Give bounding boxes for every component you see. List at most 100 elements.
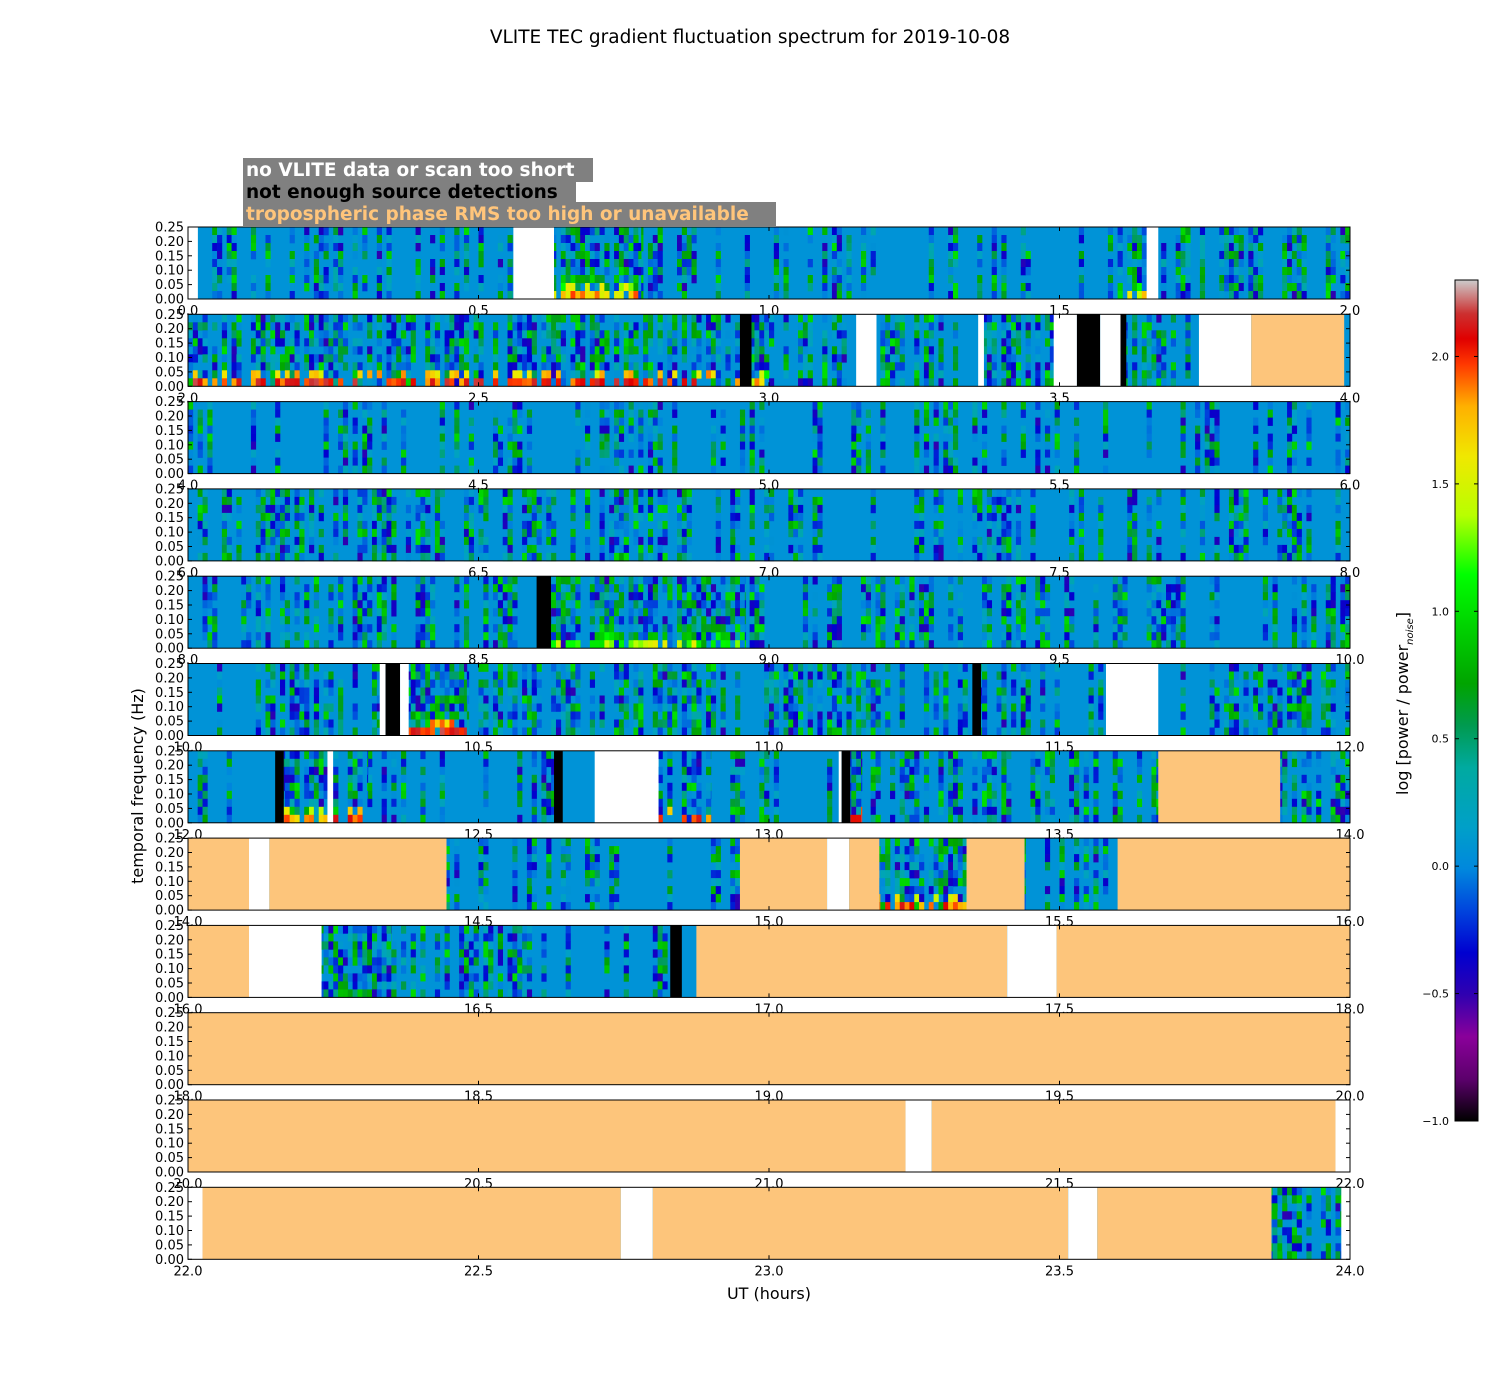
spectrum-cell	[531, 322, 537, 331]
spectrum-cell	[1233, 275, 1239, 284]
spectrum-cell	[207, 425, 213, 434]
spectrum-cell	[948, 592, 954, 601]
spectrum-cell	[749, 433, 755, 442]
spectrum-cell	[408, 671, 412, 680]
spectrum-cell	[401, 370, 407, 379]
spectrum-cell	[454, 441, 460, 450]
spectrum-cell	[633, 496, 639, 506]
spectrum-cell	[430, 663, 436, 672]
spectrum-cell	[386, 488, 392, 498]
spectrum-cell	[730, 632, 736, 641]
spectrum-cell	[236, 544, 242, 554]
spectrum-cell	[1175, 235, 1181, 244]
spectrum-cell	[376, 496, 382, 506]
spectrum-cell	[962, 719, 968, 728]
spectrum-cell	[914, 314, 920, 323]
spectrum-cell	[923, 592, 930, 601]
spectrum-cell	[463, 259, 470, 268]
spectrum-cell	[1151, 600, 1157, 609]
spectrum-cell	[560, 592, 566, 601]
spectrum-cell	[352, 465, 358, 474]
spectrum-cell	[672, 401, 678, 410]
spectrum-cell	[1001, 536, 1007, 546]
spectrum-cell	[851, 401, 857, 410]
spectrum-cell	[401, 322, 407, 331]
spectrum-cell	[798, 330, 804, 339]
spectrum-cell	[352, 267, 358, 276]
spectrum-cell	[478, 544, 484, 554]
spectrum-cell	[585, 504, 591, 514]
spectrum-cell	[817, 449, 823, 458]
spectrum-cell	[580, 378, 586, 387]
spectrum-cell	[1345, 632, 1351, 641]
spectrum-cell	[706, 663, 712, 672]
spectrum-cell	[1136, 251, 1143, 260]
spectrum-cell	[507, 576, 513, 585]
spectrum-cell	[807, 275, 813, 284]
spectrum-cell	[1330, 576, 1336, 585]
spectrum-cell	[802, 370, 809, 379]
spectrum-cell	[328, 663, 334, 672]
spectrum-cell	[618, 433, 625, 442]
spectrum-cell	[996, 528, 1002, 538]
spectrum-cell	[986, 608, 993, 617]
spectrum-cell	[923, 354, 930, 363]
spectrum-cell	[991, 243, 997, 252]
spectrum-cell	[1040, 600, 1046, 609]
spectrum-cell	[255, 679, 261, 688]
spectrum-cell	[381, 488, 387, 498]
spectrum-cell	[502, 616, 508, 625]
spectrum-cell	[836, 671, 842, 680]
spectrum-cell	[371, 663, 378, 672]
spectrum-cell	[589, 227, 595, 236]
y-tick-label: 0.15	[155, 337, 184, 352]
spectrum-cell	[1214, 425, 1220, 434]
spectrum-cell	[357, 504, 363, 514]
spectrum-cell	[754, 338, 760, 347]
spectrum-cell	[589, 378, 595, 387]
spectrum-cell	[919, 528, 925, 538]
spectrum-cell	[1243, 496, 1249, 506]
spectrum-cell	[1243, 512, 1249, 522]
spectrum-cell	[575, 695, 581, 704]
spectrum-cell	[1107, 267, 1114, 276]
spectrum-cell	[972, 457, 978, 466]
spectrum-cell	[691, 679, 697, 688]
spectrum-cell	[454, 624, 460, 633]
spectrum-cell	[604, 338, 610, 347]
spectrum-cell	[715, 608, 721, 617]
spectrum-cell	[279, 640, 286, 649]
spectrum-cell	[1262, 496, 1268, 506]
spectrum-cell	[696, 346, 702, 355]
spectrum-cell	[207, 465, 213, 474]
spectrum-cell	[313, 727, 320, 736]
spectrum-cell	[1015, 640, 1022, 649]
spectrum-cell	[221, 338, 228, 347]
spectrum-cell	[1161, 616, 1167, 625]
spectrum-cell	[681, 632, 687, 641]
spectrum-cell	[696, 679, 702, 688]
spectrum-cell	[425, 679, 431, 688]
spectrum-cell	[972, 425, 978, 434]
spectrum-cell	[681, 640, 687, 649]
spectrum-cell	[875, 719, 881, 728]
spectrum-cell	[657, 275, 663, 284]
spectrum-cell	[497, 695, 504, 704]
spectrum-cell	[1287, 417, 1293, 426]
spectrum-cell	[667, 695, 673, 704]
spectrum-cell	[333, 338, 339, 347]
spectrum-cell	[463, 520, 470, 530]
spectrum-cell	[526, 322, 533, 331]
spectrum-cell	[909, 608, 915, 617]
spectrum-cell	[1156, 640, 1162, 649]
spectrum-cell	[439, 425, 445, 434]
spectrum-cell	[686, 512, 692, 522]
spectrum-cell	[468, 433, 474, 442]
spectrum-cell	[1267, 433, 1273, 442]
spectrum-cell	[270, 322, 276, 331]
spectrum-cell	[367, 592, 373, 601]
spectrum-cell	[1020, 409, 1026, 418]
spectrum-cell	[517, 346, 523, 355]
spectrum-cell	[1146, 401, 1152, 410]
spectrum-cell	[1127, 488, 1133, 498]
